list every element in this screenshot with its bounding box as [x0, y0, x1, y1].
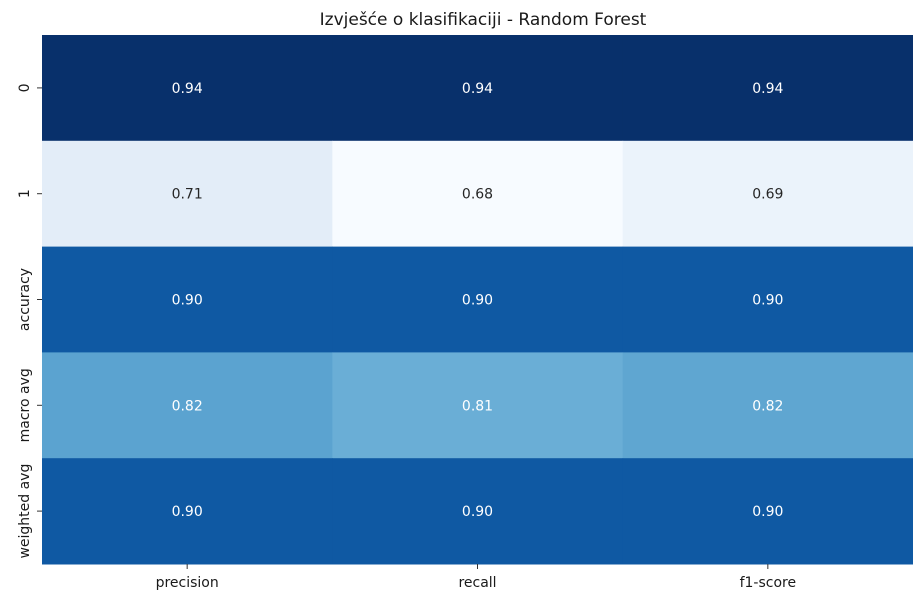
- cell-value-label: 0.94: [752, 81, 783, 97]
- cell-value-label: 0.90: [172, 293, 203, 309]
- y-tick-label: 0: [17, 83, 33, 92]
- cell-value-label: 0.90: [462, 504, 493, 520]
- heatmap-cell-1-1: [332, 140, 624, 248]
- cell-value-label: 0.68: [462, 187, 493, 203]
- cell-value-label: 0.94: [462, 81, 493, 97]
- heatmap-cell-2-1: [332, 246, 624, 353]
- heatmap-cell-0-0: [42, 35, 333, 142]
- cell-value-label: 0.90: [462, 293, 493, 309]
- heatmap-cell-1-2: [622, 140, 913, 248]
- y-tick-label: weighted avg: [17, 464, 33, 559]
- heatmap-cell-4-0: [42, 458, 333, 565]
- heatmap-cell-0-1: [332, 35, 624, 142]
- x-axis: precision recall f1-score: [156, 564, 797, 591]
- cell-value-label: 0.90: [172, 504, 203, 520]
- x-tick-label: precision: [156, 575, 219, 591]
- heatmap-cell-3-2: [622, 352, 913, 459]
- cell-value-label: 0.82: [752, 398, 783, 414]
- cell-value-label: 0.90: [752, 504, 783, 520]
- heatmap-cell-4-2: [622, 458, 913, 565]
- cell-value-label: 0.69: [752, 187, 783, 203]
- cell-value-label: 0.90: [752, 293, 783, 309]
- heatmap-cell-2-2: [622, 246, 913, 353]
- heatmap-cell-4-1: [332, 458, 624, 565]
- heatmap-cell-2-0: [42, 246, 333, 353]
- heatmap-cell-3-1: [332, 352, 624, 459]
- heatmap-cells: [42, 35, 913, 565]
- heatmap-cell-3-0: [42, 352, 333, 459]
- y-tick-label: 1: [17, 189, 33, 198]
- x-tick-label: f1-score: [740, 575, 797, 591]
- y-tick-label: macro avg: [17, 368, 33, 442]
- cell-value-label: 0.71: [172, 187, 203, 203]
- cell-value-label: 0.82: [172, 398, 203, 414]
- heatmap-cell-labels: 0.94 0.94 0.94 0.71 0.68 0.69 0.90 0.90 0.90 0.82…: [172, 81, 784, 520]
- cell-value-label: 0.81: [462, 398, 493, 414]
- y-tick-label: accuracy: [17, 268, 33, 331]
- chart-title: Izvješće o klasifikaciji - Random Forest: [320, 10, 647, 30]
- heatmap-cell-0-2: [622, 35, 913, 142]
- heatmap-cell-1-0: [42, 140, 333, 248]
- x-tick-label: recall: [458, 575, 496, 591]
- cell-value-label: 0.94: [172, 81, 203, 97]
- y-axis: 0 1 accuracy macro avg weighted avg: [17, 83, 42, 559]
